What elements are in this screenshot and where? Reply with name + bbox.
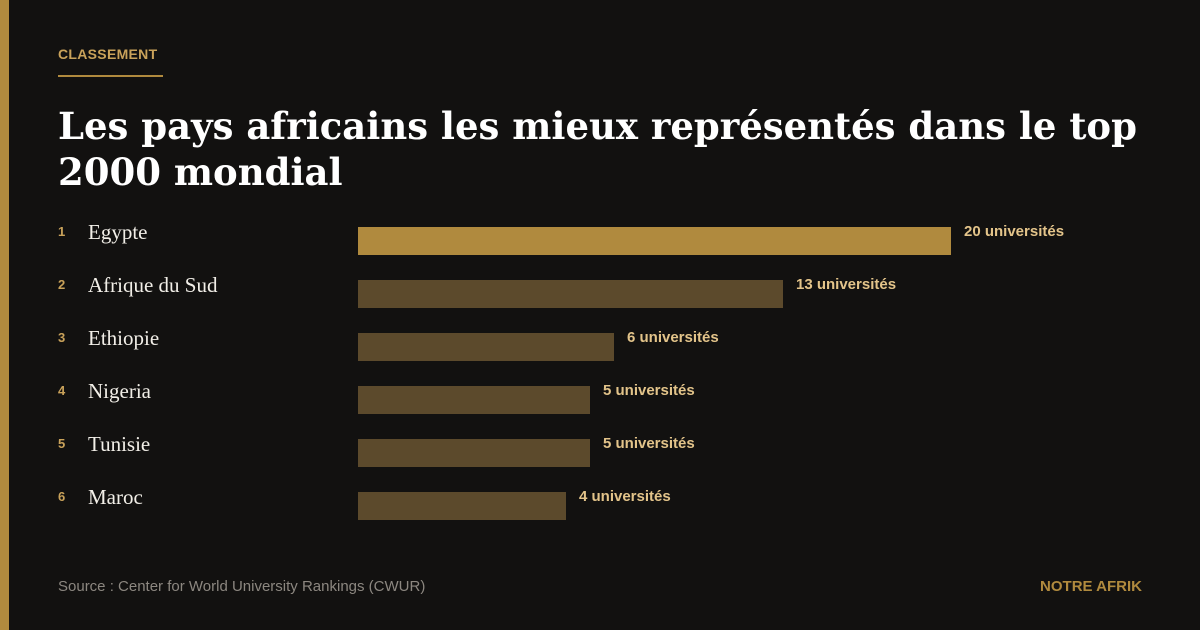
value-label: 20 universités	[964, 223, 1065, 240]
kicker-label: CLASSEMENT	[58, 46, 158, 62]
chart-row: 3 Ethiopie 6 universités	[0, 326, 1200, 370]
source-note: Source : Center for World University Ran…	[58, 578, 426, 595]
rank-number: 2	[58, 277, 66, 292]
value-label: 5 universités	[603, 435, 695, 452]
chart-title: Les pays africains les mieux représentés…	[58, 104, 1137, 194]
category-label: Egypte	[88, 220, 148, 244]
rank-number: 1	[58, 224, 66, 239]
category-label: Afrique du Sud	[88, 273, 218, 297]
rank-number: 5	[58, 436, 66, 451]
rank-number: 4	[58, 383, 66, 398]
chart-row: 6 Maroc 4 universités	[0, 485, 1200, 529]
value-label: 5 universités	[603, 382, 695, 399]
category-label: Maroc	[88, 485, 143, 509]
bar-mark	[358, 386, 590, 414]
category-label: Ethiopie	[88, 326, 160, 350]
rank-number: 6	[58, 489, 66, 504]
chart-row: 5 Tunisie 5 universités	[0, 432, 1200, 476]
value-label: 6 universités	[627, 329, 719, 346]
value-label: 13 universités	[796, 276, 897, 293]
bar-mark	[358, 280, 783, 308]
kicker-underline	[58, 75, 163, 77]
bar-mark	[358, 439, 590, 467]
chart-row: 4 Nigeria 5 universités	[0, 379, 1200, 423]
chart-row: 2 Afrique du Sud 13 universités	[0, 273, 1200, 317]
chart-row: 1 Egypte 20 universités	[0, 220, 1200, 264]
rank-number: 3	[58, 330, 66, 345]
value-label: 4 universités	[579, 488, 671, 505]
category-label: Nigeria	[88, 379, 151, 403]
accent-bar	[0, 0, 9, 630]
bar-mark	[358, 227, 951, 255]
bar-mark	[358, 492, 566, 520]
brand-logo: NOTRE AFRIK	[1040, 578, 1142, 595]
bar-mark	[358, 333, 614, 361]
category-label: Tunisie	[88, 432, 151, 456]
